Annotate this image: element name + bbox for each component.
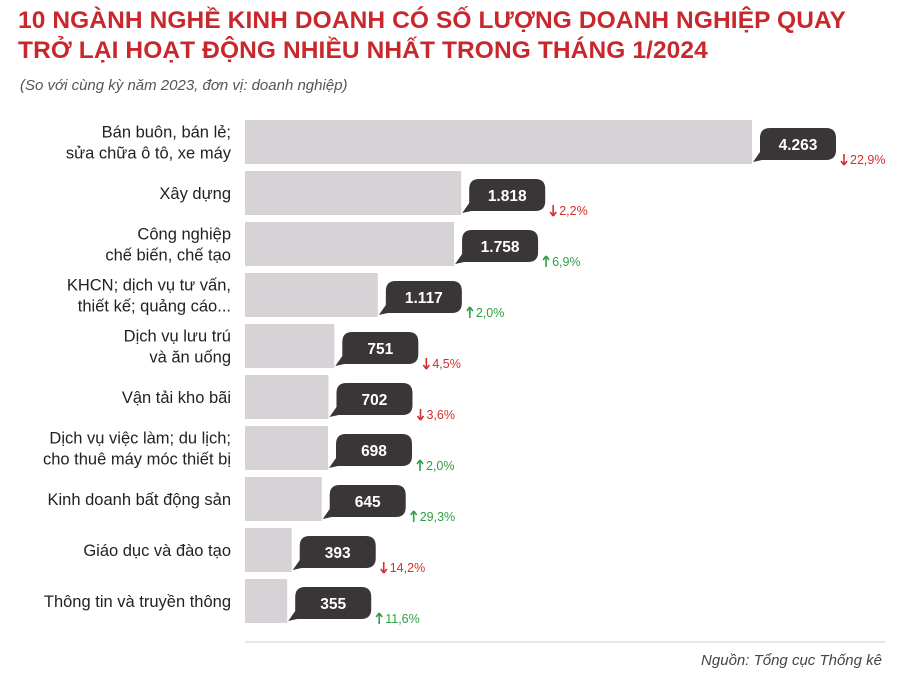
value-bubble-0	[753, 128, 836, 162]
value-label-7: 645	[355, 494, 381, 511]
arrow-up-icon-6	[416, 459, 424, 471]
value-label-0: 4.263	[779, 137, 818, 154]
category-label-2-0: Công nghiệp	[137, 226, 231, 244]
value-label-8: 393	[325, 545, 351, 562]
value-bubble-5	[329, 383, 413, 417]
value-label-6: 698	[361, 443, 387, 460]
arrow-down-icon-8	[380, 562, 388, 574]
change-label-5: 3,6%	[426, 408, 455, 422]
change-label-1: 2,2%	[559, 204, 588, 218]
value-label-4: 751	[367, 341, 393, 358]
change-label-3: 2,0%	[476, 306, 505, 320]
arrow-down-icon-4	[422, 358, 430, 370]
value-bubble-4	[335, 332, 419, 366]
category-label-7-0: Kinh doanh bất động sản	[48, 491, 232, 509]
value-bubble-1	[462, 179, 546, 213]
change-label-7: 29,3%	[420, 510, 455, 524]
change-label-8: 14,2%	[390, 561, 425, 575]
category-label-6-0: Dịch vụ việc làm; du lịch;	[49, 430, 231, 448]
bar-4	[245, 324, 335, 368]
change-label-4: 4,5%	[432, 357, 461, 371]
change-label-0: 22,9%	[850, 153, 885, 167]
bar-0	[245, 120, 752, 164]
source-note: Nguồn: Tổng cục Thống kê	[701, 652, 882, 669]
value-label-1: 1.818	[488, 188, 527, 205]
value-label-2: 1.758	[481, 239, 520, 256]
bar-6	[245, 426, 329, 470]
change-label-2: 6,9%	[552, 255, 581, 269]
bar-8	[245, 528, 292, 572]
change-label-6: 2,0%	[426, 459, 455, 473]
arrow-up-icon-2	[542, 255, 550, 267]
arrow-down-icon-5	[416, 409, 425, 421]
category-label-0-1: sửa chữa ô tô, xe máy	[66, 145, 232, 163]
arrow-down-icon-0	[840, 154, 848, 166]
category-label-0-0: Bán buôn, bán lẻ;	[102, 124, 231, 142]
bar-7	[245, 477, 322, 521]
category-label-3-1: thiết kế; quảng cáo...	[78, 298, 231, 316]
bar-2	[245, 222, 455, 266]
category-label-9-0: Thông tin và truyền thông	[44, 593, 231, 611]
arrow-up-icon-3	[466, 306, 474, 318]
category-label-4-1: và ăn uống	[149, 349, 231, 367]
category-label-1-0: Xây dựng	[159, 185, 231, 203]
category-label-2-1: chế biến, chế tạo	[105, 247, 231, 265]
value-bubble-9	[288, 587, 372, 621]
category-label-3-0: KHCN; dịch vụ tư vấn,	[67, 277, 231, 295]
value-bubble-8	[292, 536, 376, 570]
value-label-5: 702	[362, 392, 388, 409]
bar-9	[245, 579, 288, 623]
arrow-up-icon-9	[375, 612, 383, 624]
chart-title: 10 NGÀNH NGHỀ KINH DOANH CÓ SỐ LƯỢNG DOA…	[18, 7, 846, 64]
value-bubble-3	[378, 281, 462, 315]
arrow-down-icon-1	[549, 205, 557, 217]
value-bubble-6	[329, 434, 413, 468]
category-label-6-1: cho thuê máy móc thiết bị	[43, 451, 231, 469]
chart-subtitle: (So với cùng kỳ năm 2023, đơn vị: doanh …	[20, 77, 348, 94]
category-label-4-0: Dịch vụ lưu trú	[124, 328, 231, 346]
change-label-9: 11,6%	[385, 612, 420, 626]
value-bubble-2	[455, 230, 539, 264]
arrow-up-icon-7	[410, 510, 418, 522]
bar-5	[245, 375, 329, 419]
bar-1	[245, 171, 462, 215]
bar-3	[245, 273, 378, 317]
value-label-9: 355	[320, 596, 346, 613]
value-label-3: 1.117	[405, 290, 443, 307]
category-label-8-0: Giáo dục và đào tạo	[83, 542, 231, 560]
category-label-5-0: Vận tải kho bãi	[122, 389, 231, 407]
value-bubble-7	[322, 485, 406, 519]
